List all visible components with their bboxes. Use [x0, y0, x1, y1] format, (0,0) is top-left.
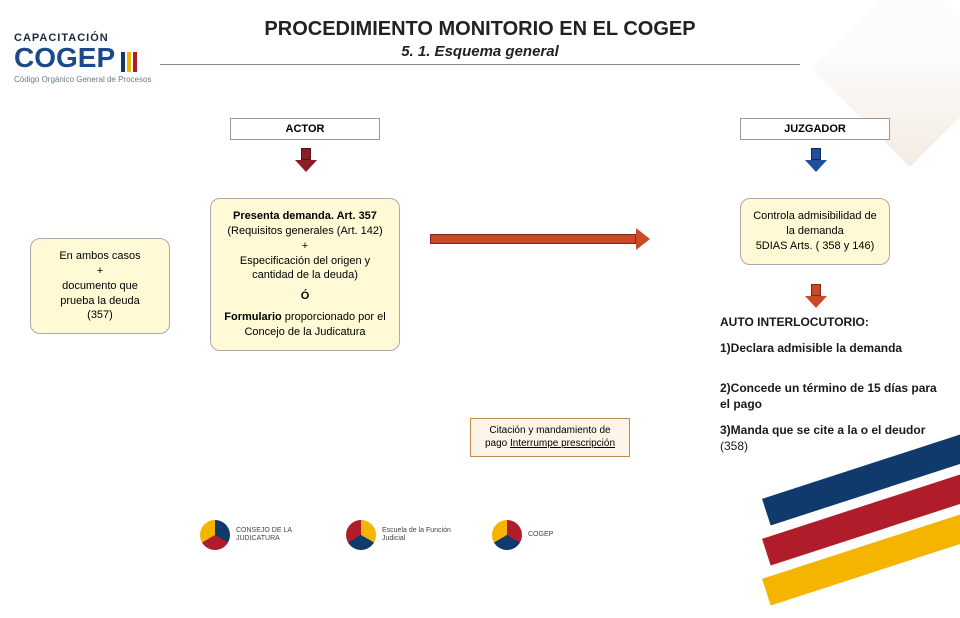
footer-logos: CONSEJO DE LA JUDICATURA Escuela de la Fu… [200, 520, 553, 550]
auto-item-3: 3)Manda que se cite a la o el deudor(358… [720, 422, 940, 454]
auto-title-text: AUTO INTERLOCUTORIO: [720, 315, 869, 329]
mid-top: Presenta demanda. Art. 357(Requisitos ge… [219, 209, 391, 283]
arrow-juzgador-down [805, 148, 827, 172]
diagram-canvas: ACTOR JUZGADOR En ambos casos+documento … [0, 108, 960, 558]
brand-bars [121, 52, 137, 72]
note-controla-admisibilidad: Controla admisibilidad de la demanda5DIA… [740, 198, 890, 265]
arrow-actor-down [295, 148, 317, 172]
footer-logo: COGEP [492, 520, 553, 550]
note-en-ambos-casos: En ambos casos+documento queprueba la de… [30, 238, 170, 334]
footer-logo: CONSEJO DE LA JUDICATURA [200, 520, 316, 550]
brand-logo: CAPACITACIÓN COGEP Código Orgánico Gener… [14, 32, 234, 84]
arrow-right-down [805, 284, 827, 308]
header-actor: ACTOR [230, 118, 380, 140]
citacion-box: Citación y mandamiento de pago Interrump… [470, 418, 630, 457]
auto-interlocutorio-title: AUTO INTERLOCUTORIO: [720, 314, 940, 330]
auto-item-1: 1)Declara admisible la demanda [720, 340, 940, 356]
note-presenta-demanda: Presenta demanda. Art. 357(Requisitos ge… [210, 198, 400, 351]
brand-line2: COGEP [14, 44, 115, 72]
footer-logo: Escuela de la Función Judicial [346, 520, 462, 550]
header-juzgador: JUZGADOR [740, 118, 890, 140]
mid-bottom: Formulario proporcionado por el Concejo … [219, 310, 391, 340]
brand-tagline: Código Orgánico General de Procesos [14, 75, 234, 84]
auto-item-2: 2)Concede un término de 15 días para el … [720, 380, 940, 412]
title-underline [160, 64, 800, 65]
mid-separator: Ó [219, 289, 391, 304]
